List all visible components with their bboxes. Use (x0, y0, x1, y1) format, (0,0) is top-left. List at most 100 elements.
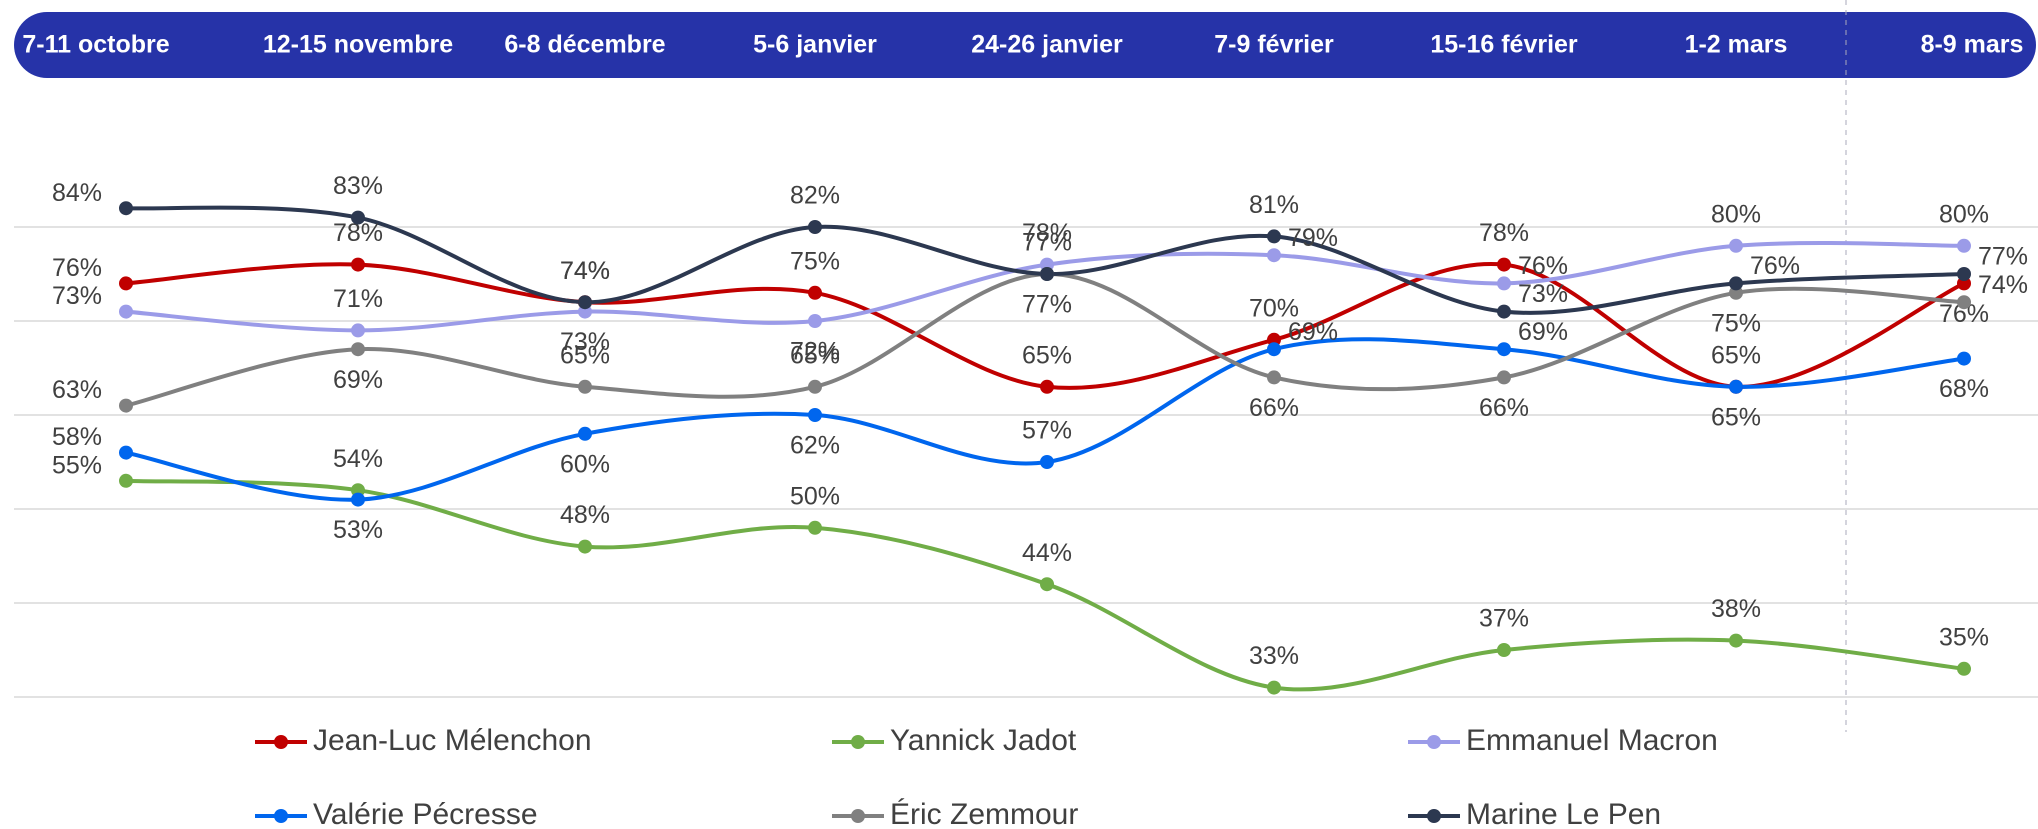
x-category-label: 24-26 janvier (971, 31, 1123, 59)
data-label: 48% (560, 501, 610, 529)
data-label: 77% (1978, 243, 2028, 271)
data-point (1040, 267, 1054, 281)
data-label: 74% (1978, 271, 2028, 299)
data-point (1957, 238, 1971, 253)
data-point (1729, 276, 1743, 291)
data-label: 62% (790, 432, 840, 460)
data-label: 73% (1518, 280, 1568, 308)
legend-swatch-dot (1427, 735, 1441, 749)
data-point (351, 210, 365, 225)
x-category-label: 7-9 février (1214, 31, 1334, 59)
data-label: 84% (52, 179, 102, 207)
x-category-label: 8-9 mars (1921, 31, 2024, 59)
data-point (351, 323, 365, 338)
data-label: 75% (790, 247, 840, 275)
data-label: 83% (333, 172, 383, 200)
data-label: 72% (790, 338, 840, 366)
data-point (1267, 342, 1281, 357)
legend-label: Éric Zemmour (890, 798, 1078, 829)
data-point (808, 408, 822, 422)
data-point (1497, 257, 1511, 272)
data-point (351, 492, 365, 507)
data-label: 38% (1711, 595, 1761, 623)
legend-swatch-dot (851, 735, 865, 749)
data-label: 76% (1750, 252, 1800, 280)
data-label: 71% (333, 285, 383, 313)
data-point (119, 304, 133, 319)
data-point (808, 220, 822, 234)
data-label: 65% (1022, 341, 1072, 369)
data-point (1729, 238, 1743, 253)
data-label: 73% (560, 328, 610, 356)
data-point (1497, 370, 1511, 385)
data-label: 50% (790, 482, 840, 510)
data-point (578, 426, 592, 441)
data-label: 54% (333, 445, 383, 473)
data-point (1957, 295, 1971, 310)
data-label: 76% (1518, 252, 1568, 280)
data-point (1957, 267, 1971, 281)
x-category-label: 7-11 octobre (22, 31, 169, 59)
data-point (351, 342, 365, 357)
data-label: 81% (1249, 191, 1299, 219)
legend-swatch-dot (1427, 809, 1441, 823)
data-label: 65% (1711, 403, 1761, 431)
legend-swatch-dot (274, 735, 288, 749)
data-label: 66% (1479, 394, 1529, 422)
data-point (578, 379, 592, 394)
data-label: 69% (1518, 318, 1568, 346)
legend-label: Emmanuel Macron (1466, 724, 1718, 757)
data-label: 82% (790, 182, 840, 210)
legend-swatch-dot (274, 809, 288, 823)
data-label: 76% (52, 254, 102, 282)
legend-label: Valérie Pécresse (313, 798, 538, 829)
data-label: 65% (560, 341, 610, 369)
x-category-label: 5-6 janvier (753, 31, 877, 59)
data-point (1497, 304, 1511, 319)
data-label: 60% (560, 450, 610, 478)
x-category-label: 6-8 décembre (504, 31, 665, 59)
data-point (578, 539, 592, 554)
x-category-label: 12-15 novembre (263, 31, 453, 59)
data-point (808, 520, 822, 535)
data-point (351, 257, 365, 272)
data-label: 75% (1711, 309, 1761, 337)
data-label: 78% (1022, 219, 1072, 247)
legend-label: Yannick Jadot (890, 724, 1077, 757)
data-point (808, 314, 822, 328)
data-point (1497, 342, 1511, 357)
data-point (1729, 633, 1743, 648)
data-point (1957, 351, 1971, 366)
data-label: 70% (1249, 294, 1299, 322)
x-category-label: 15-16 février (1430, 31, 1578, 59)
data-point (1267, 229, 1281, 244)
data-point (119, 201, 133, 216)
data-label: 80% (1711, 200, 1761, 228)
data-label: 68% (1939, 375, 1989, 403)
data-point (119, 398, 133, 413)
data-point (1497, 276, 1511, 291)
data-label: 80% (1939, 200, 1989, 228)
data-point (119, 276, 133, 291)
data-label: 37% (1479, 605, 1529, 633)
x-category-label: 1-2 mars (1685, 31, 1788, 59)
data-label: 74% (560, 257, 610, 285)
data-label: 58% (52, 423, 102, 451)
data-label: 77% (1022, 291, 1072, 319)
data-label: 69% (333, 366, 383, 394)
data-point (1957, 661, 1971, 676)
header-band (14, 12, 2036, 78)
data-point (808, 379, 822, 394)
data-point (808, 285, 822, 300)
data-label: 33% (1249, 642, 1299, 670)
data-point (578, 295, 592, 310)
data-label: 69% (1288, 318, 1338, 346)
data-label: 35% (1939, 623, 1989, 651)
data-point (119, 445, 133, 460)
data-label: 44% (1022, 539, 1072, 567)
data-label: 79% (1288, 224, 1338, 252)
data-label: 73% (52, 282, 102, 310)
data-label: 57% (1022, 417, 1072, 445)
data-label: 65% (1711, 341, 1761, 369)
